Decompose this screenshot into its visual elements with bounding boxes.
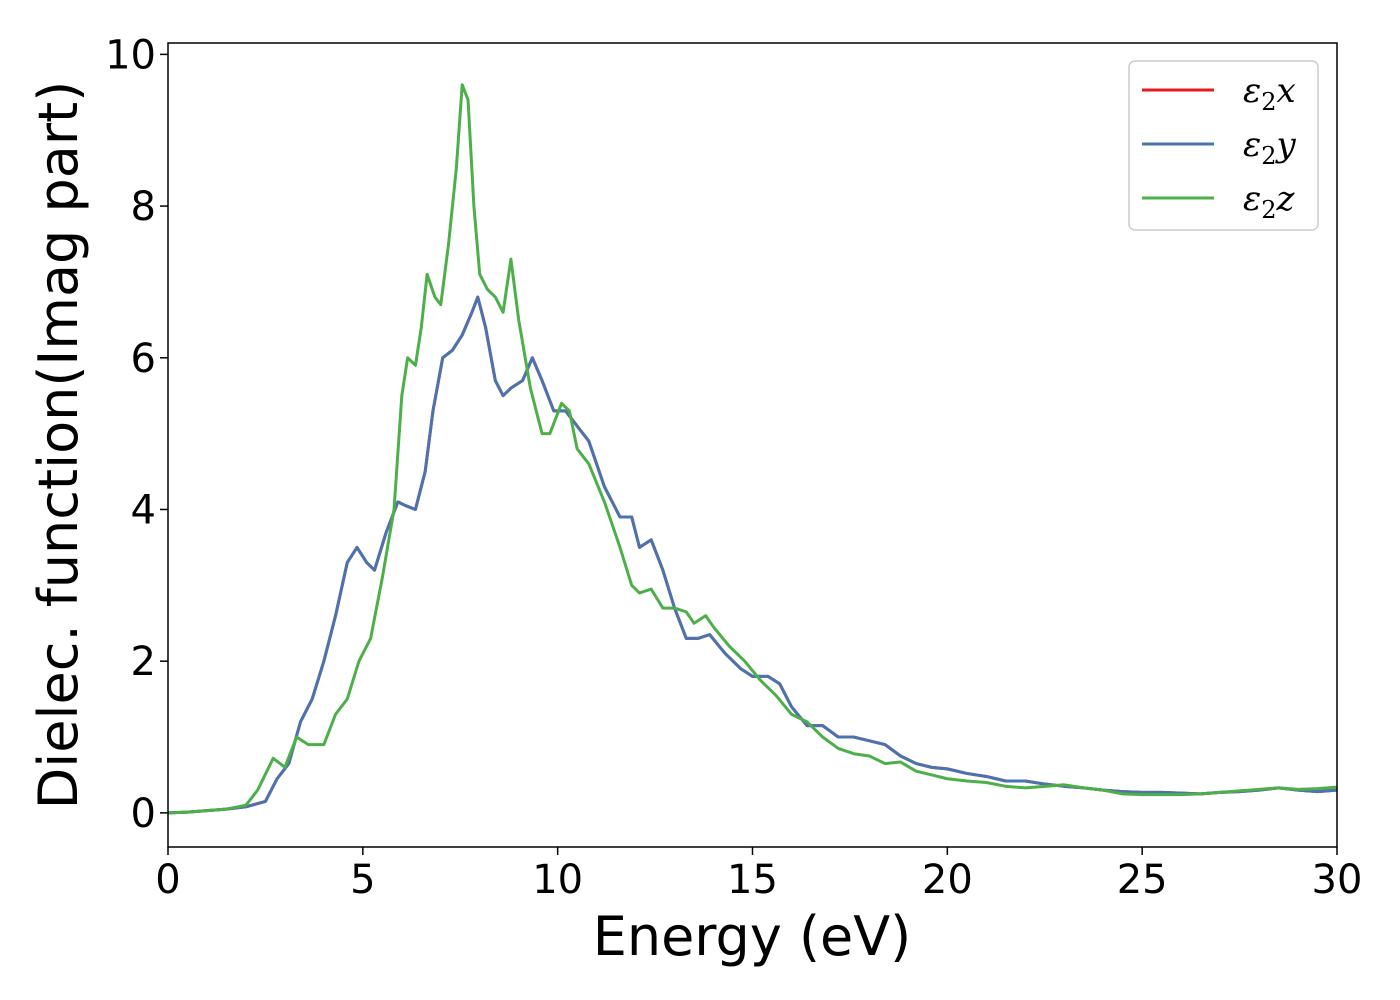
- y-tick-label: 6: [131, 336, 156, 382]
- series-line-z: [168, 83, 1337, 815]
- plot-series-group: [168, 83, 1337, 815]
- y-tick-label: 4: [131, 487, 156, 533]
- x-tick-label: 15: [727, 857, 778, 903]
- x-tick-label: 5: [350, 857, 375, 903]
- y-axis-ticks: 0 2 4 6 8 10: [105, 32, 168, 837]
- x-axis-label: Energy (eV): [593, 905, 912, 968]
- legend-label-x: ε2x: [1243, 71, 1296, 116]
- y-tick-label: 10: [105, 32, 156, 78]
- legend-box: [1128, 60, 1319, 231]
- legend-label-y: ε2y: [1243, 125, 1297, 170]
- x-axis-ticks: 0 5 10 15 20 25 30: [155, 847, 1362, 903]
- y-axis-label: Dielec. function(Imag part): [27, 81, 90, 810]
- x-tick-label: 25: [1117, 857, 1168, 903]
- y-tick-label: 8: [131, 184, 156, 230]
- y-tick-label: 2: [131, 639, 156, 685]
- x-tick-label: 0: [155, 857, 180, 903]
- x-tick-label: 10: [532, 857, 583, 903]
- legend-label-z: ε2z: [1243, 179, 1296, 224]
- x-tick-label: 20: [922, 857, 973, 903]
- x-tick-label: 30: [1312, 857, 1363, 903]
- y-tick-label: 0: [131, 791, 156, 837]
- legend: ε2x ε2y ε2z: [1128, 60, 1319, 231]
